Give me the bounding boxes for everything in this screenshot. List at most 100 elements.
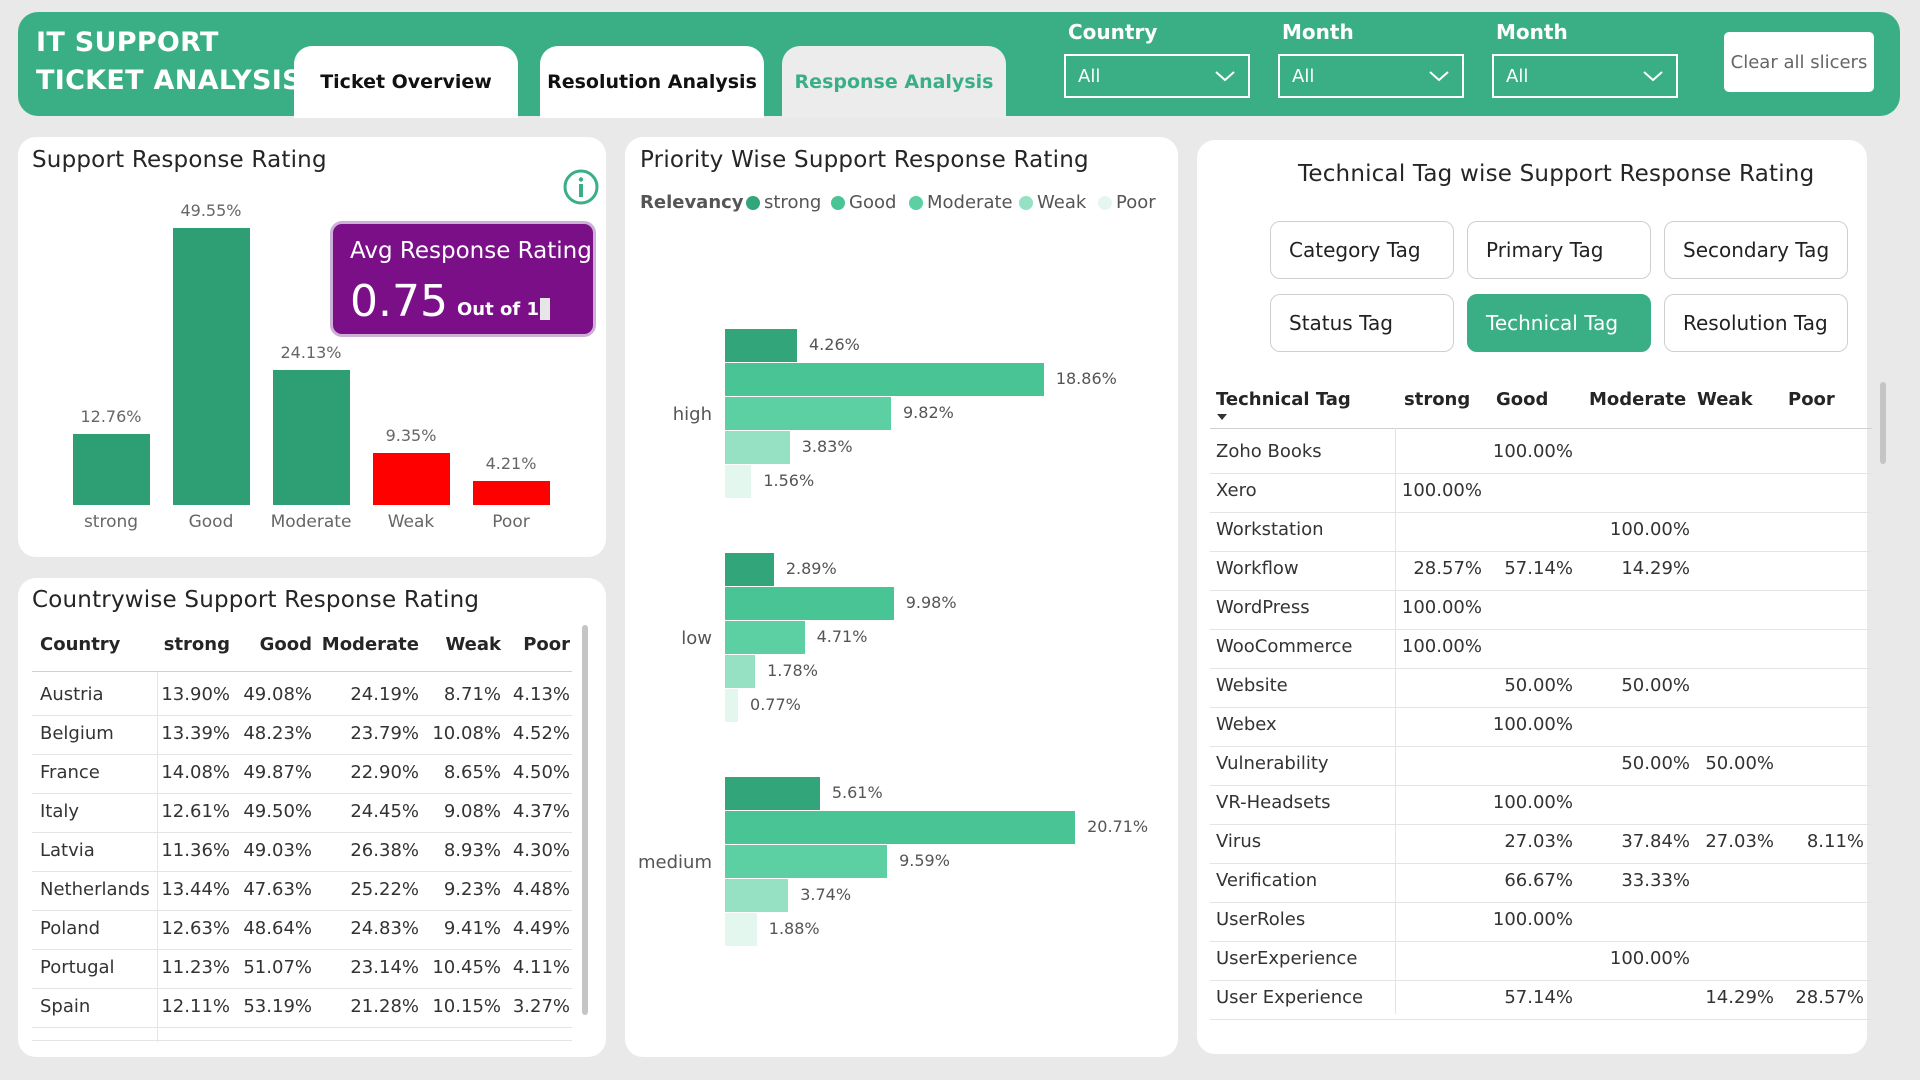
secondary-tag-button[interactable]: Secondary Tag [1664, 221, 1848, 279]
technical-tag-button[interactable]: Technical Tag [1467, 294, 1651, 352]
priority-group-label: high [672, 404, 712, 425]
legend-dot-icon [1019, 195, 1033, 210]
rating-bar-moderate[interactable] [272, 369, 350, 505]
primary-tag-button[interactable]: Primary Tag [1467, 221, 1651, 279]
slicer-label-country: Country [1068, 20, 1158, 44]
priority-bar-moderate[interactable] [725, 621, 805, 654]
info-icon[interactable] [562, 168, 600, 206]
rating-bar-weak[interactable] [372, 452, 450, 505]
legend-item-moderate[interactable]: Moderate [909, 192, 1013, 213]
month-slicer-2[interactable]: All [1492, 54, 1678, 98]
table-row-divider [32, 910, 572, 911]
rating-category-label: Good [188, 512, 234, 532]
priority-bar-weak[interactable] [725, 431, 790, 464]
country-name-cell: France [40, 762, 100, 783]
priority-bar-label: 18.86% [1055, 369, 1117, 388]
tag-name-cell: Virus [1216, 831, 1262, 852]
status-tag-button[interactable]: Status Tag [1270, 294, 1454, 352]
tag-value-cell: 27.03% [1504, 831, 1573, 852]
country-value-cell: 23.14% [350, 957, 419, 978]
tag-name-cell: WooCommerce [1216, 636, 1353, 657]
month-slicer-2-value: All [1506, 65, 1529, 87]
tag-value-cell: 57.14% [1504, 987, 1573, 1008]
tab-resolution-analysis[interactable]: Resolution Analysis [540, 46, 764, 118]
clear-all-slicers-button[interactable]: Clear all slicers [1724, 32, 1874, 92]
priority-bar-good[interactable] [725, 811, 1076, 844]
rating-bar-strong[interactable] [72, 433, 150, 505]
priority-bar-label: 1.88% [768, 919, 820, 938]
priority-bar-weak[interactable] [725, 655, 756, 688]
resolution-tag-button[interactable]: Resolution Tag [1664, 294, 1848, 352]
country-table-scrollbar[interactable] [582, 625, 588, 1015]
tag-row-divider [1210, 902, 1872, 903]
table-row-divider [32, 832, 572, 833]
tag-value-cell: 28.57% [1413, 558, 1482, 579]
table-bottom-divider [32, 1040, 572, 1041]
priority-group-label: medium [638, 852, 712, 873]
tag-name-cell: Verification [1216, 870, 1318, 891]
legend-label: strong [764, 192, 822, 213]
priority-bar-poor[interactable] [725, 465, 752, 498]
tag-name-cell: VR-Headsets [1216, 792, 1331, 813]
legend-item-poor[interactable]: Poor [1098, 192, 1156, 213]
tag-value-cell: 14.29% [1705, 987, 1774, 1008]
legend-item-good[interactable]: Good [831, 192, 896, 213]
kpi-value: 0.75 [350, 276, 448, 327]
priority-bar-strong[interactable] [725, 553, 774, 586]
priority-bar-poor[interactable] [725, 913, 757, 946]
country-value-cell: 9.23% [443, 879, 501, 900]
tag-value-cell: 66.67% [1504, 870, 1573, 891]
legend-item-weak[interactable]: Weak [1019, 192, 1086, 213]
rating-bar-label: 4.21% [485, 454, 537, 474]
legend-label: Moderate [927, 192, 1013, 213]
country-value-cell: 51.07% [243, 957, 312, 978]
priority-bar-good[interactable] [725, 363, 1044, 396]
legend-item-strong[interactable]: strong [746, 192, 821, 213]
priority-bar-strong[interactable] [725, 777, 820, 810]
priority-bar-moderate[interactable] [725, 397, 891, 430]
tag-row-divider [1210, 1019, 1872, 1020]
tag-name-cell: User Experience [1216, 987, 1364, 1008]
country-value-cell: 4.37% [512, 801, 570, 822]
slicer-label-month-2: Month [1496, 20, 1568, 44]
tab-response-analysis[interactable]: Response Analysis [782, 46, 1006, 118]
priority-bar-label: 5.61% [831, 783, 883, 802]
tag-row-divider [1210, 707, 1872, 708]
country-value-cell: 49.03% [243, 840, 312, 861]
tag-name-cell: UserExperience [1216, 948, 1358, 969]
tag-row-divider [1210, 980, 1872, 981]
priority-bar-label: 1.78% [767, 661, 818, 680]
priority-bar-weak[interactable] [725, 879, 789, 912]
priority-bar-strong[interactable] [725, 329, 797, 362]
month-slicer[interactable]: All [1278, 54, 1464, 98]
tag-value-cell: 14.29% [1621, 558, 1690, 579]
tag-value-cell: 100.00% [1492, 909, 1573, 930]
tab-ticket-overview[interactable]: Ticket Overview [294, 46, 518, 118]
sort-descending-icon[interactable] [1216, 413, 1228, 421]
rating-category-label: Weak [387, 512, 435, 532]
tag-row-divider [1210, 512, 1872, 513]
priority-bar-moderate[interactable] [725, 845, 888, 878]
legend-dot-icon [746, 195, 760, 210]
tag-name-cell: UserRoles [1216, 909, 1306, 930]
country-value-cell: 25.22% [350, 879, 419, 900]
month-slicer-value: All [1292, 65, 1315, 87]
rating-bar-good[interactable] [172, 227, 250, 505]
legend-label: Weak [1037, 192, 1087, 213]
country-value-cell: 49.87% [243, 762, 312, 783]
tag-row-divider [1210, 824, 1872, 825]
priority-bar-poor[interactable] [725, 689, 739, 722]
table-row-divider [32, 715, 572, 716]
tag-table-header: Technical Tag [1216, 389, 1351, 410]
country-value-cell: 8.65% [443, 762, 501, 783]
legend-title: Relevancy [640, 192, 744, 213]
chevron-down-icon [1215, 71, 1235, 82]
rating-bar-poor[interactable] [472, 481, 550, 505]
tag-value-cell: 100.00% [1401, 480, 1482, 501]
category-tag-button[interactable]: Category Tag [1270, 221, 1454, 279]
country-slicer[interactable]: All [1064, 54, 1250, 98]
priority-bar-label: 0.77% [750, 695, 801, 714]
priority-bar-good[interactable] [725, 587, 894, 620]
tag-table-scrollbar[interactable] [1880, 382, 1886, 464]
tag-value-cell: 100.00% [1401, 636, 1482, 657]
